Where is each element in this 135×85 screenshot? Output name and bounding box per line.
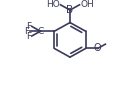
Text: OH: OH [80, 0, 94, 9]
Text: HO: HO [46, 0, 60, 9]
Text: B: B [66, 5, 74, 15]
Text: F: F [24, 27, 29, 36]
Text: C: C [37, 27, 43, 36]
Text: O: O [94, 44, 101, 53]
Text: F: F [26, 32, 31, 41]
Text: F: F [26, 22, 31, 31]
